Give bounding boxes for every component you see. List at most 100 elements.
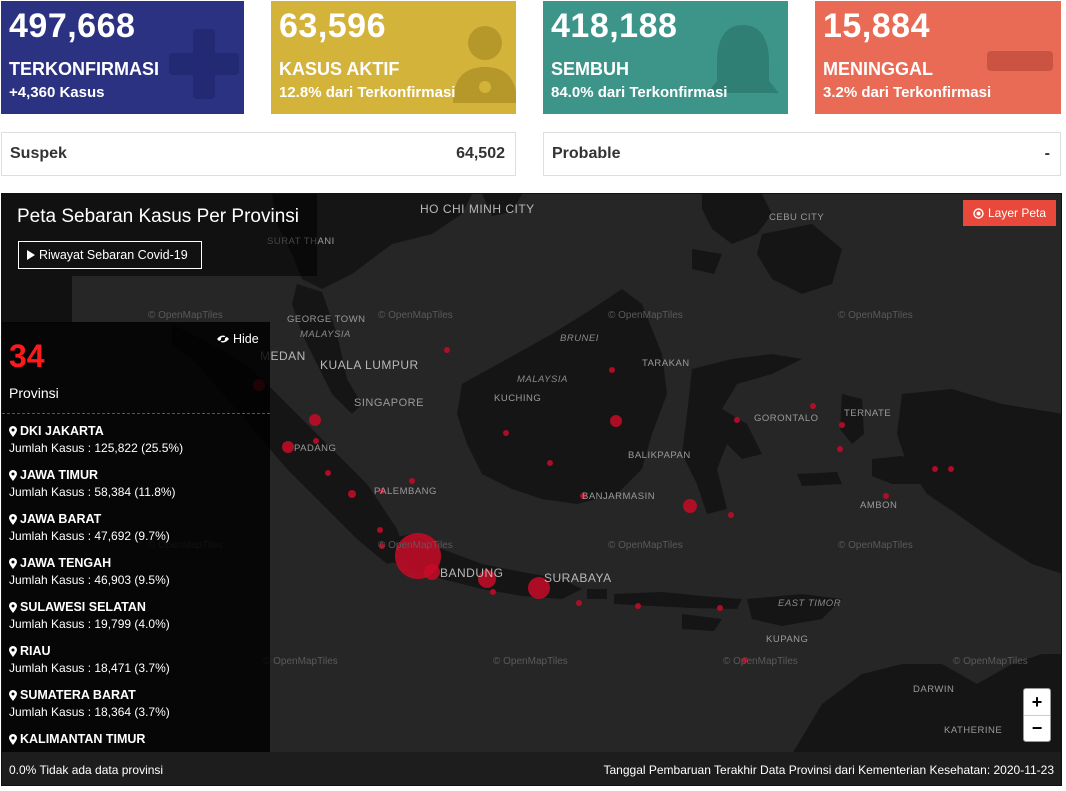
province-item[interactable]: DKI JAKARTA Jumlah Kasus : 125,822 (25.5… bbox=[9, 424, 183, 468]
province-name: SULAWESI SELATAN bbox=[20, 600, 146, 614]
province-list-panel[interactable]: Hide 34 Provinsi DKI JAKARTA Jumlah Kasu… bbox=[2, 322, 270, 752]
map-attribution: © OpenMapTiles bbox=[723, 656, 798, 667]
province-count: 34 bbox=[9, 338, 45, 374]
label-ho-chi-minh: HO CHI MINH CITY bbox=[420, 202, 535, 216]
deaths-number: 15,884 bbox=[823, 7, 930, 45]
card-confirmed: 497,668 TERKONFIRMASI +4,360 Kasus bbox=[1, 1, 244, 114]
suspek-box: Suspek 64,502 bbox=[1, 132, 516, 176]
label-gorontalo: GORONTALO bbox=[754, 413, 819, 424]
province-count-label: Provinsi bbox=[9, 385, 59, 401]
map-pin-icon bbox=[9, 513, 17, 525]
province-cases: Jumlah Kasus : 18,364 (3.7%) bbox=[9, 705, 170, 719]
footer-no-data: 0.0% Tidak ada data provinsi bbox=[9, 763, 164, 777]
probable-label: Probable bbox=[552, 145, 621, 162]
map-attribution: © OpenMapTiles bbox=[608, 310, 683, 321]
probable-box: Probable - bbox=[543, 132, 1061, 176]
hide-label: Hide bbox=[233, 332, 259, 346]
panel-strip bbox=[2, 276, 72, 323]
map-pin-icon bbox=[9, 645, 17, 657]
province-name: RIAU bbox=[20, 644, 51, 658]
suspek-label: Suspek bbox=[10, 145, 67, 162]
history-button[interactable]: Riwayat Sebaran Covid-19 bbox=[18, 241, 202, 269]
deaths-label: MENINGGAL bbox=[823, 59, 933, 79]
province-item[interactable]: RIAU Jumlah Kasus : 18,471 (3.7%) bbox=[9, 644, 183, 688]
recovered-number: 418,188 bbox=[551, 7, 678, 45]
label-surabaya: SURABAYA bbox=[544, 571, 612, 585]
distribution-map[interactable]: © OpenMapTiles © OpenMapTiles © OpenMapT… bbox=[1, 193, 1062, 786]
footer-update-date: Tanggal Pembaruan Terakhir Data Provinsi… bbox=[603, 763, 1055, 777]
map-pin-icon bbox=[9, 557, 17, 569]
label-padang: PADANG bbox=[294, 443, 337, 454]
plus-icon bbox=[169, 29, 239, 99]
province-name: JAWA TENGAH bbox=[20, 556, 112, 570]
layer-button[interactable]: Layer Peta bbox=[963, 200, 1056, 226]
province-item[interactable]: JAWA BARAT Jumlah Kasus : 47,692 (9.7%) bbox=[9, 512, 183, 556]
province-item[interactable]: JAWA TENGAH Jumlah Kasus : 46,903 (9.5%) bbox=[9, 556, 183, 600]
active-label: KASUS AKTIF bbox=[279, 59, 400, 79]
label-cebu: CEBU CITY bbox=[769, 212, 825, 223]
province-name: DKI JAKARTA bbox=[20, 424, 104, 438]
map-attribution: © OpenMapTiles bbox=[953, 656, 1028, 667]
map-pin-icon bbox=[9, 733, 17, 745]
province-cases: Jumlah Kasus : 18,471 (3.7%) bbox=[9, 661, 170, 675]
province-name: JAWA BARAT bbox=[20, 512, 102, 526]
bell-icon bbox=[707, 25, 779, 93]
label-bandung: BANDUNG bbox=[440, 566, 504, 580]
hide-button[interactable]: Hide bbox=[216, 332, 259, 346]
label-ambon: AMBON bbox=[860, 500, 898, 511]
confirmed-sub: +4,360 Kasus bbox=[9, 84, 105, 101]
province-item[interactable]: SUMATERA BARAT Jumlah Kasus : 18,364 (3.… bbox=[9, 688, 183, 732]
province-item[interactable]: JAWA TIMUR Jumlah Kasus : 58,384 (11.8%) bbox=[9, 468, 183, 512]
map-attribution: © OpenMapTiles bbox=[263, 656, 338, 667]
label-kupang: KUPANG bbox=[766, 634, 809, 645]
province-cases: Jumlah Kasus : 125,822 (25.5%) bbox=[9, 441, 184, 455]
map-title-panel: Peta Sebaran Kasus Per Provinsi Riwayat … bbox=[2, 194, 317, 276]
province-name: JAWA TIMUR bbox=[20, 468, 99, 482]
province-item[interactable]: KALIMANTAN TIMUR bbox=[9, 732, 183, 752]
label-balikpapan: BALIKPAPAN bbox=[628, 450, 691, 461]
province-name: SUMATERA BARAT bbox=[20, 688, 136, 702]
province-list: DKI JAKARTA Jumlah Kasus : 125,822 (25.5… bbox=[9, 424, 183, 752]
label-malaysia-east: MALAYSIA bbox=[517, 374, 568, 385]
map-attribution: © OpenMapTiles bbox=[378, 310, 453, 321]
map-pin-icon bbox=[9, 469, 17, 481]
layer-button-label: Layer Peta bbox=[987, 206, 1047, 220]
doctor-icon bbox=[453, 26, 516, 103]
map-pin-icon bbox=[9, 689, 17, 701]
probable-value: - bbox=[1044, 145, 1050, 162]
label-george-town: GEORGE TOWN bbox=[287, 314, 366, 325]
label-brunei: BRUNEI bbox=[560, 333, 599, 344]
label-palembang: PALEMBANG bbox=[374, 486, 437, 497]
recovered-sub: 84.0% dari Terkonfirmasi bbox=[551, 84, 728, 101]
play-icon bbox=[27, 250, 35, 260]
zoom-out-button[interactable]: − bbox=[1024, 715, 1050, 741]
map-attribution: © OpenMapTiles bbox=[493, 656, 568, 667]
map-attribution: © OpenMapTiles bbox=[838, 540, 913, 551]
province-name: KALIMANTAN TIMUR bbox=[20, 732, 146, 746]
card-deaths: 15,884 MENINGGAL 3.2% dari Terkonfirmasi bbox=[815, 1, 1061, 114]
divider bbox=[2, 413, 270, 414]
label-katherine: KATHERINE bbox=[944, 725, 1003, 736]
province-item[interactable]: SULAWESI SELATAN Jumlah Kasus : 19,799 (… bbox=[9, 600, 183, 644]
label-banjarmasin: BANJARMASIN bbox=[582, 491, 656, 502]
map-title: Peta Sebaran Kasus Per Provinsi bbox=[17, 206, 299, 227]
map-attribution: © OpenMapTiles bbox=[148, 310, 223, 321]
label-ternate: TERNATE bbox=[844, 408, 892, 419]
map-attribution: © OpenMapTiles bbox=[838, 310, 913, 321]
map-footer: 0.0% Tidak ada data provinsi Tanggal Pem… bbox=[2, 752, 1061, 785]
suspek-value: 64,502 bbox=[456, 145, 505, 162]
active-sub: 12.8% dari Terkonfirmasi bbox=[279, 84, 456, 101]
label-kuala-lumpur: KUALA LUMPUR bbox=[320, 358, 419, 372]
deaths-sub: 3.2% dari Terkonfirmasi bbox=[823, 84, 992, 101]
active-number: 63,596 bbox=[279, 7, 386, 45]
label-malaysia-west: MALAYSIA bbox=[300, 329, 351, 340]
confirmed-label: TERKONFIRMASI bbox=[9, 59, 159, 79]
card-recovered: 418,188 SEMBUH 84.0% dari Terkonfirmasi bbox=[543, 1, 788, 114]
recovered-label: SEMBUH bbox=[551, 59, 630, 79]
label-east-timor: EAST TIMOR bbox=[778, 598, 842, 609]
zoom-in-button[interactable]: + bbox=[1031, 691, 1043, 712]
province-cases: Jumlah Kasus : 19,799 (4.0%) bbox=[9, 617, 170, 631]
zoom-control: + − bbox=[1023, 688, 1051, 742]
map-attribution: © OpenMapTiles bbox=[608, 540, 683, 551]
label-darwin: DARWIN bbox=[913, 684, 955, 695]
